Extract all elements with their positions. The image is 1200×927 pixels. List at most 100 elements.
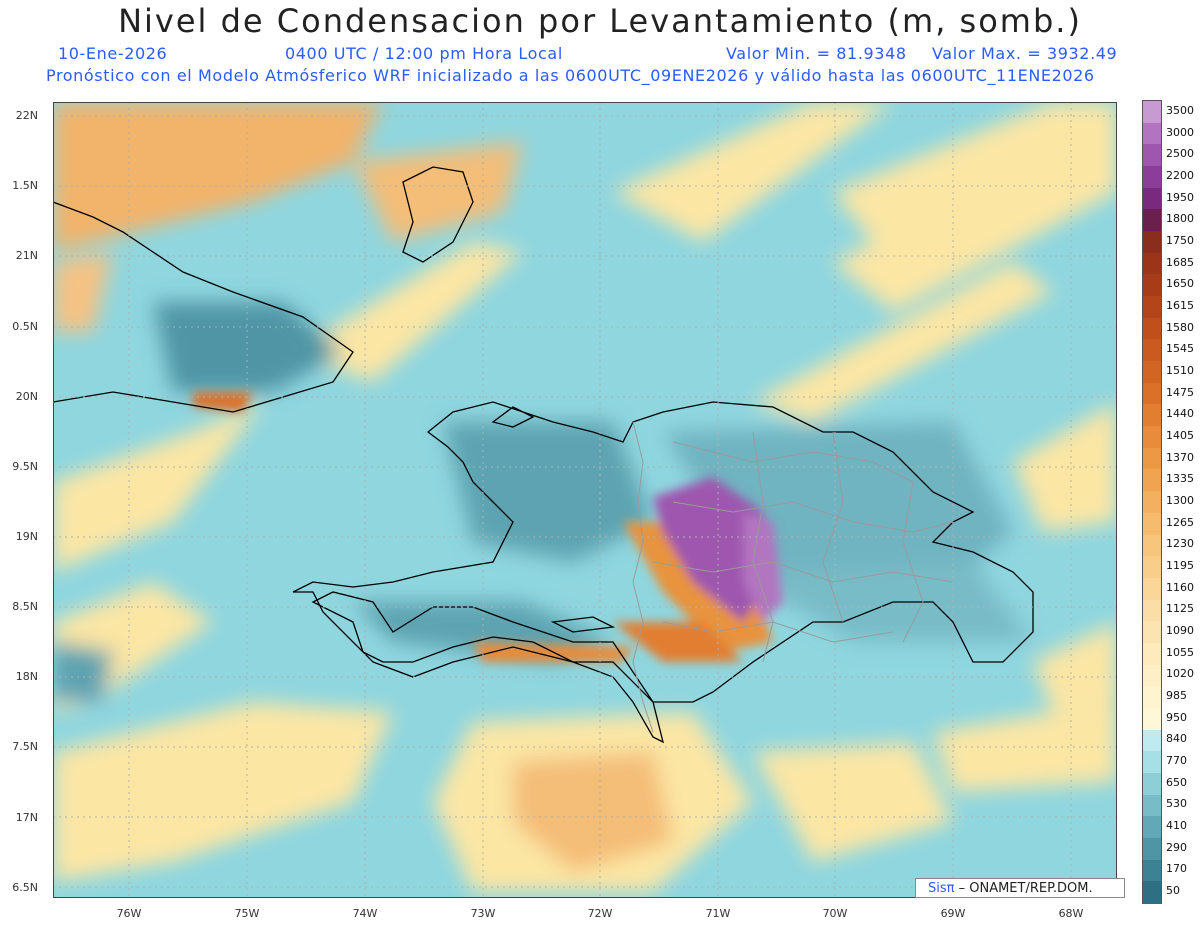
colorbar-label: 1160	[1166, 580, 1194, 594]
date-label: 10-Ene-2026	[58, 44, 168, 63]
lat-label: 8.5N	[12, 600, 38, 613]
lat-label: 19N	[15, 530, 38, 543]
lat-label: 20N	[15, 390, 38, 403]
colorbar-label: 1370	[1166, 450, 1194, 464]
lon-label: 72W	[587, 907, 613, 920]
graticule	[53, 102, 1117, 898]
colorbar-label: 2500	[1166, 147, 1194, 161]
colorbar-segment	[1143, 469, 1161, 492]
colorbar-segment	[1143, 772, 1161, 796]
colorbar-label: 650	[1166, 775, 1187, 789]
colorbar-segment	[1143, 794, 1161, 817]
colorbar-label: 410	[1166, 819, 1187, 833]
colorbar-label: 1615	[1166, 298, 1194, 312]
lcl-shading	[53, 102, 1117, 892]
map-title: Nivel de Condensacion por Levantamiento …	[118, 2, 1082, 40]
colorbar-segment	[1143, 751, 1161, 774]
colorbar-segment	[1143, 339, 1161, 362]
lon-label: 76W	[116, 907, 142, 920]
colorbar-segment	[1143, 447, 1161, 471]
colorbar-segment	[1143, 187, 1161, 210]
colorbar-segment	[1143, 122, 1161, 145]
colorbar-label: 1125	[1166, 602, 1194, 616]
colorbar-label: 3500	[1166, 103, 1194, 117]
colorbar-segment	[1143, 621, 1161, 644]
colorbar-label: 1230	[1166, 537, 1194, 551]
colorbar-segment	[1143, 231, 1161, 254]
colorbar-segment	[1143, 209, 1161, 232]
colorbar-label: 1685	[1166, 255, 1194, 269]
colorbar-segment	[1143, 686, 1161, 709]
colorbar-label: 950	[1166, 710, 1187, 724]
colorbar-label: 290	[1166, 840, 1187, 854]
colorbar-label: 50	[1166, 884, 1180, 898]
lat-label: 21N	[15, 249, 38, 262]
colorbar-segment	[1143, 101, 1161, 124]
map-frame	[53, 102, 1117, 898]
colorbar-label: 840	[1166, 732, 1187, 746]
colorbar-label: 1545	[1166, 342, 1194, 356]
colorbar-segment	[1143, 859, 1161, 882]
colorbar-label: 2200	[1166, 168, 1194, 182]
credit-text: – ONAMET/REP.DOM.	[958, 881, 1093, 896]
colorbar-label: 1510	[1166, 363, 1194, 377]
max-value-label: Valor Max. = 3932.49	[932, 44, 1118, 63]
colorbar-segment	[1143, 599, 1161, 622]
coastlines	[53, 166, 1034, 744]
colorbar-label: 985	[1166, 689, 1187, 703]
colorbar-segment	[1143, 274, 1161, 297]
colorbar-label: 1300	[1166, 494, 1194, 507]
lat-label: 0.5N	[12, 320, 38, 333]
colorbar-segment	[1143, 296, 1161, 319]
province-borders	[632, 421, 954, 733]
lat-label: 7.5N	[12, 740, 38, 753]
colorbar-segment	[1143, 512, 1161, 536]
colorbar-segment	[1143, 534, 1161, 557]
colorbar-segment	[1143, 816, 1161, 839]
lon-label: 71W	[705, 907, 731, 920]
colorbar-label: 1650	[1166, 277, 1194, 291]
colorbar-segment	[1143, 252, 1161, 275]
colorbar-label: 770	[1166, 754, 1187, 768]
lon-label: 68W	[1058, 907, 1084, 920]
lat-label: 1.5N	[12, 179, 38, 192]
colorbar-segment	[1143, 664, 1161, 687]
colorbar-segment	[1143, 707, 1161, 731]
colorbar-label: 1055	[1166, 645, 1194, 659]
lon-label: 70W	[822, 907, 848, 920]
colorbar-label: 1195	[1166, 559, 1194, 573]
colorbar-label: 530	[1166, 797, 1187, 811]
colorbar-segment	[1143, 556, 1161, 579]
lat-label: 17N	[15, 811, 38, 824]
time-label: 0400 UTC / 12:00 pm Hora Local	[285, 44, 563, 63]
lat-label: 18N	[15, 670, 38, 683]
colorbar-segment	[1143, 577, 1161, 601]
colorbar-segment	[1143, 382, 1161, 406]
colorbar-label: 1475	[1166, 385, 1194, 399]
colorbar-label: 1750	[1166, 233, 1194, 247]
lat-label: 22N	[15, 109, 38, 122]
lon-label: 75W	[234, 907, 260, 920]
lon-label: 73W	[470, 907, 496, 920]
lon-label: 74W	[352, 907, 378, 920]
colorbar-segment	[1143, 317, 1161, 341]
colorbar-segment	[1143, 729, 1161, 752]
colorbar-label: 1265	[1166, 515, 1194, 529]
colorbar-segment	[1143, 837, 1161, 861]
colorbar-label: 1580	[1166, 320, 1194, 334]
colorbar-label: 1405	[1166, 428, 1194, 442]
colorbar-segment	[1143, 426, 1161, 449]
model-info-label: Pronóstico con el Modelo Atmósferico WRF…	[46, 66, 1095, 85]
colorbar-segment	[1143, 881, 1161, 904]
credit-box: Sisπ – ONAMET/REP.DOM.	[915, 878, 1125, 898]
colorbar-segment	[1143, 404, 1161, 427]
high-lcl-core	[193, 392, 783, 662]
colorbar-label: 3000	[1166, 125, 1194, 139]
lon-label: 69W	[940, 907, 966, 920]
colorbar-label: 1020	[1166, 667, 1194, 681]
colorbar	[1142, 100, 1162, 904]
lat-label: 9.5N	[12, 460, 38, 473]
colorbar-segment	[1143, 642, 1161, 666]
colorbar-segment	[1143, 361, 1161, 384]
colorbar-segment	[1143, 144, 1161, 167]
